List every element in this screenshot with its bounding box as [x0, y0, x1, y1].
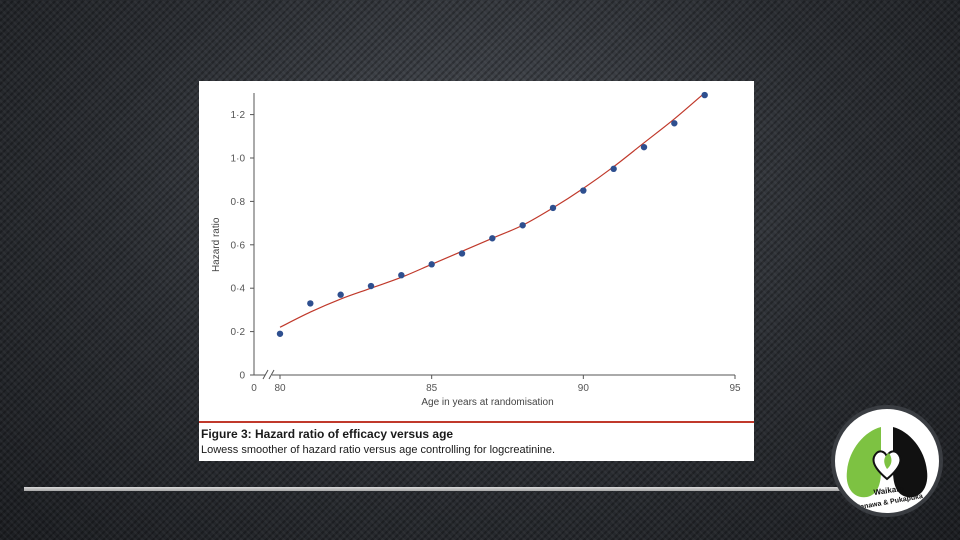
slide-divider-line [24, 487, 850, 491]
data-point [367, 282, 375, 290]
figure-caption-title: Figure 3: Hazard ratio of efficacy versu… [201, 427, 454, 441]
y-tick-label: 0·6 [231, 240, 246, 251]
y-axis-title: Hazard ratio [211, 217, 222, 272]
data-points [276, 91, 708, 337]
data-point [640, 143, 648, 151]
heart-lungs-logo-icon: Waikato Manawa & Pukapuka [846, 427, 928, 512]
axis-break-mark-1 [262, 369, 269, 380]
y-tick-label: 0 [239, 371, 245, 382]
axis-break-mark-2 [268, 369, 275, 380]
y-tick-label: 1·0 [231, 154, 246, 165]
figure-panel: 0 0·2 0·4 0·6 0·8 1·0 1·2 0 80 85 90 95 Age in year… [199, 81, 754, 461]
y-tick-label: 0·4 [231, 284, 246, 295]
lowess-smoother-line [279, 92, 706, 328]
waikato-logo-badge: Waikato Manawa & Pukapuka [831, 405, 943, 517]
data-point [580, 187, 587, 194]
x-axis-title: Age in years at randomisation [421, 397, 553, 408]
data-point [428, 261, 435, 268]
y-tick-label: 0·2 [231, 327, 246, 338]
data-point [549, 204, 557, 212]
logo-text-line1: Waikato [873, 484, 904, 497]
data-point [489, 235, 496, 242]
data-point [610, 165, 617, 173]
data-point [458, 250, 466, 257]
chart-ticks: 0 0·2 0·4 0·6 0·8 1·0 1·2 0 80 85 90 95 [231, 110, 741, 394]
data-point [671, 120, 678, 127]
x-origin-label: 0 [251, 383, 257, 394]
x-tick-label: 85 [426, 383, 438, 394]
x-tick-label: 95 [729, 383, 741, 394]
data-point [701, 91, 708, 99]
chart-axes [253, 93, 735, 380]
y-tick-label: 1·2 [231, 110, 246, 121]
data-point [398, 271, 405, 279]
hazard-ratio-chart: 0 0·2 0·4 0·6 0·8 1·0 1·2 0 80 85 90 95 Age in year… [211, 91, 741, 408]
figure-caption-rule [199, 421, 754, 423]
data-point [276, 330, 284, 337]
data-point [519, 222, 526, 229]
figure-caption-text: Lowess smoother of hazard ratio versus a… [201, 444, 556, 456]
data-point [337, 291, 344, 298]
x-tick-label: 80 [274, 383, 286, 394]
data-point [307, 300, 314, 307]
x-tick-label: 90 [578, 383, 590, 394]
y-tick-label: 0·8 [231, 197, 246, 208]
